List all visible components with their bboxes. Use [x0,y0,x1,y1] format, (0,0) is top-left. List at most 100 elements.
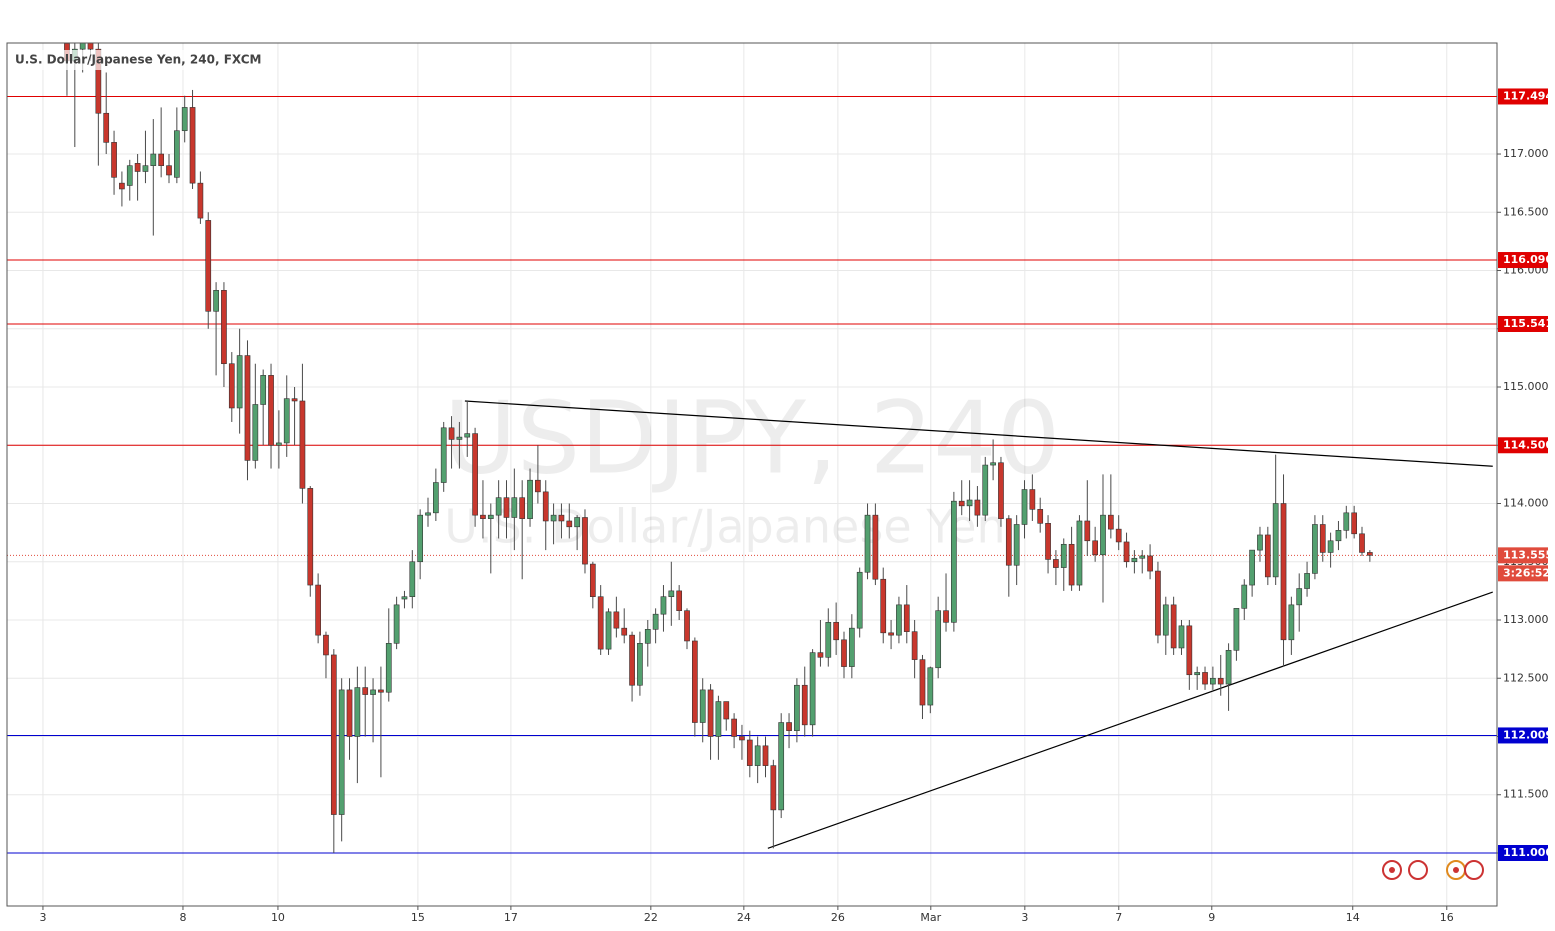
candle-body [1068,543,1075,586]
candle-body [864,514,871,573]
candle-body [1304,573,1310,589]
candle-body [1170,604,1177,649]
candle-body [173,130,180,178]
candle-body [731,718,737,737]
candle-body [1147,555,1153,572]
candle-body [189,107,196,184]
candle-body [951,500,957,623]
candle-body [958,500,965,507]
candle-body [660,596,667,615]
candle-body [856,571,863,629]
candle-body [707,689,714,737]
candle-body [213,290,219,312]
candle-body [323,634,329,656]
candle-body [1257,534,1263,551]
level-label: 115.541 [1503,317,1553,330]
candle-body [362,687,369,695]
candle-body [550,514,557,522]
candle-body [126,165,133,186]
candle-body [715,701,722,737]
x-tick-label: 17 [504,911,518,924]
candle-body [1100,514,1106,556]
level-label: 114.500 [1503,438,1553,451]
candle-body [315,584,321,636]
current-price-box [1498,547,1548,564]
drawings [7,95,1497,854]
candle-body [911,631,918,660]
event-icons [1382,860,1484,880]
candle-body [778,722,785,811]
candle-body [228,363,235,409]
x-tick-label: 9 [1208,911,1215,924]
candle-body [692,640,698,723]
candle-body [1155,570,1161,636]
candle-body [276,442,282,446]
level-label: 116.090 [1503,253,1553,266]
candle-body [1013,524,1020,566]
candle-body [935,610,942,669]
candle-body [440,427,447,483]
candle-body [330,654,337,815]
candle-body [1178,625,1185,649]
candle-body [354,687,361,737]
candle-body [833,622,839,641]
plot-frame [6,42,1498,907]
candle-body [1351,512,1358,535]
trend-line [464,400,1493,467]
candle-body [966,499,973,507]
candle-body [644,629,651,644]
candle-body [589,563,596,598]
candle-body [166,165,172,176]
level-box [1498,252,1548,269]
trend-line [767,591,1493,849]
candle-body [1312,524,1318,574]
y-tick-label: 114.000 [1503,497,1549,510]
candle-body [841,639,847,667]
y-tick-label: 116.500 [1503,205,1549,218]
candle-body [794,684,800,731]
candle-body [511,497,518,518]
candle-body [1060,543,1067,568]
candle-body [998,462,1004,519]
event-icon [1389,867,1395,873]
candle-body [401,596,408,600]
candle-body [409,561,416,598]
candle-body [668,590,675,598]
candle-body [236,355,243,409]
candle-body [1123,541,1130,563]
candle-body [754,745,761,766]
x-tick-label: Mar [920,911,941,924]
candle-body [1217,677,1224,685]
countdown-label: 3:26:52 [1503,566,1550,579]
candle-body [558,514,565,522]
candle-body [1280,503,1287,641]
candle-body [1233,608,1240,651]
candle-body [605,611,612,650]
candle-body [597,596,604,650]
candle-body [370,689,376,695]
candle-body [1335,530,1342,542]
candle-body [197,182,204,219]
level-label: 111.000 [1503,846,1553,859]
candle-body [244,355,251,461]
candle-body [699,689,706,723]
candle-body [252,404,259,461]
candle-body [801,684,808,726]
candle-body [1115,528,1122,543]
candle-body [1202,672,1208,685]
candle-body [1076,520,1083,586]
x-tick-label: 3 [39,911,46,924]
candle-body [338,689,345,815]
candle-body [1225,649,1232,685]
candle-body [1037,509,1044,524]
candle-body [417,514,424,563]
level-box [1498,315,1548,332]
candle-body [425,512,431,516]
chart-title: U.S. Dollar/Japanese Yen, 240, FXCM [15,53,261,67]
candle-body [1367,552,1373,556]
candle-body [1162,604,1169,636]
candle-body [888,632,894,636]
candle-body [1210,677,1216,685]
title-backdrop [10,50,245,70]
